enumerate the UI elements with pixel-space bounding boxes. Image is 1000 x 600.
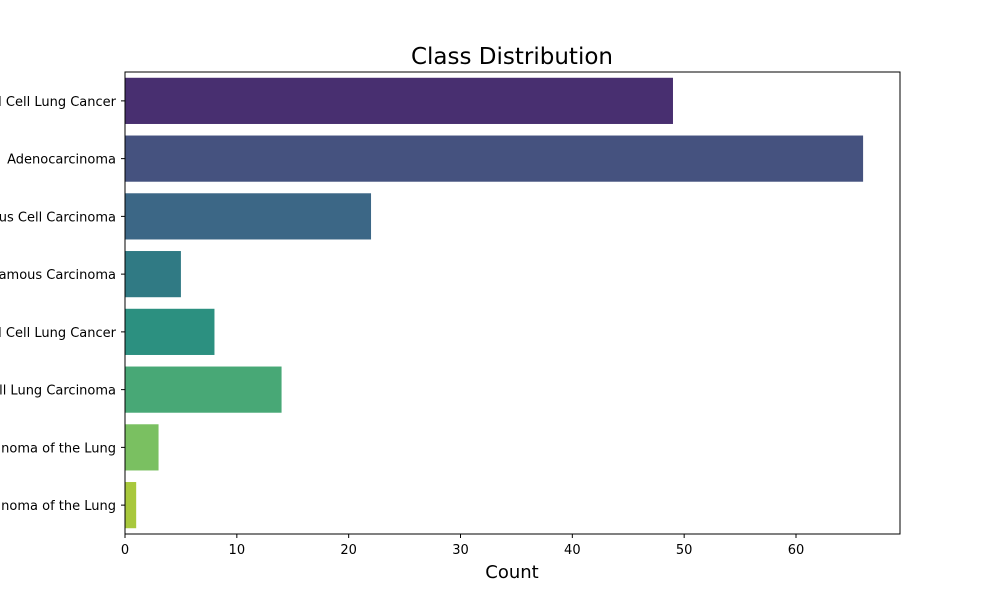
y-axis: Small Cell Lung Cancer Adenocarcinoma Squa… bbox=[0, 95, 125, 514]
x-tick-label: 60 bbox=[788, 543, 805, 558]
bar bbox=[125, 77, 673, 124]
y-tick-label: Small Cell Lung Cancer bbox=[0, 95, 117, 110]
y-tick-label: Sarcomatoid Carcinoma of the Lung bbox=[0, 499, 116, 514]
plot-frame bbox=[124, 71, 901, 535]
y-tick-label: Adenosquamous Carcinoma bbox=[0, 268, 116, 283]
y-tick-label: Adenocarcinoma bbox=[7, 153, 116, 168]
x-tick-label: 50 bbox=[676, 543, 693, 558]
bar bbox=[125, 366, 282, 413]
bar bbox=[125, 135, 864, 182]
x-tick-label: 0 bbox=[121, 543, 129, 558]
y-tick-label: Large Cell Lung Carcinoma bbox=[0, 384, 116, 399]
x-axis: 0 10 20 30 40 50 60 bbox=[121, 534, 804, 558]
x-tick-label: 30 bbox=[452, 543, 469, 558]
bar bbox=[125, 308, 215, 355]
bar bbox=[125, 193, 372, 240]
y-tick-label: Non-Small Cell Lung Cancer bbox=[0, 326, 117, 341]
chart-title: Class Distribution bbox=[411, 44, 613, 70]
x-tick-label: 20 bbox=[340, 543, 357, 558]
x-tick-label: 10 bbox=[229, 543, 246, 558]
y-tick-label: Squamous Cell Carcinoma bbox=[0, 210, 116, 225]
bar bbox=[125, 251, 181, 298]
bars-group bbox=[125, 77, 864, 529]
y-tick-label: Carcinoid Tumor / Carcinoma of the Lung bbox=[0, 441, 116, 456]
bar bbox=[125, 482, 137, 529]
x-axis-label: Count bbox=[485, 562, 538, 583]
bar bbox=[125, 424, 159, 471]
x-tick-label: 40 bbox=[564, 543, 581, 558]
